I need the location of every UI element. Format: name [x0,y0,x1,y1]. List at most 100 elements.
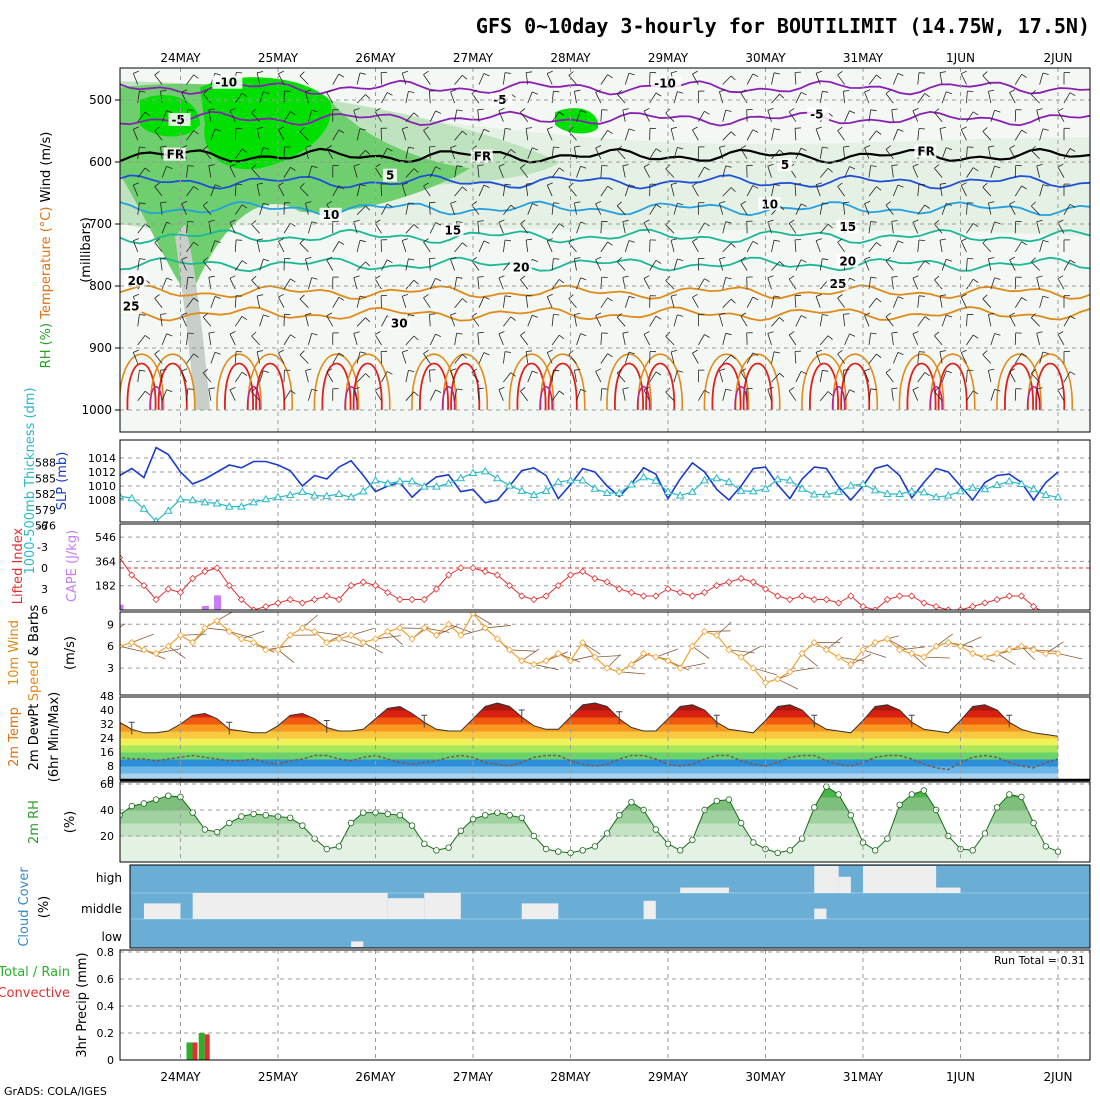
x-tick-label: 27MAY [453,1070,494,1084]
wind-barb [132,240,139,253]
wind-barb [374,390,382,401]
wind-barb [670,296,675,308]
wind-barb-flag [359,128,366,131]
wind-barb-flag [402,126,409,130]
surface-wind-barb [996,653,1016,666]
surface-wind-barb [826,636,843,651]
thickness-marker [120,492,124,500]
wind-barb-flag [510,316,516,321]
x-tick-label: 28MAY [550,51,591,65]
wind-barb [186,353,194,364]
wind-barb [966,314,968,327]
wind-barb-flag [257,182,264,185]
wind-barb [794,72,797,85]
wind-barb [186,277,189,290]
wind-barb [278,296,285,308]
wind-barb [939,295,943,308]
wind-barb-flag [311,333,318,336]
surface-wind-barb [704,630,731,632]
wind-barb [771,149,780,160]
wind-barb [722,243,732,253]
wind-barb [307,333,313,346]
wind-speed-marker [152,649,160,658]
wind-barb [478,73,485,85]
rh-marker [652,826,659,833]
upper-air-ylabel: RH (%) Temperature (°C) Wind (m/s) [39,132,54,369]
wind-barb [767,333,772,346]
wind-barb-flag [994,277,1001,280]
wind-barb [600,241,608,253]
precip-ylabel-part: 3hr Precip (mm) [75,952,90,1057]
wind-barb-flag [864,200,871,204]
wind-barb [229,222,236,234]
wind-barb [670,184,675,197]
wind-barb [305,91,309,104]
thickness-marker [895,489,904,497]
wind-barb [868,186,877,197]
wind-barb [161,333,167,346]
wind-barb-flag [193,297,199,302]
contour-label: 10 [323,208,340,222]
wind-barb [934,223,943,234]
rh-marker [542,845,550,853]
surface-wind-barb [302,614,318,629]
wind-barb [767,389,772,401]
lifted-index-marker [944,606,952,610]
wind-barb [181,91,187,104]
wind-barb [576,333,581,346]
rh-marker [981,830,989,837]
wind-barb-flag [1069,371,1076,376]
wind-barb-flag [462,242,468,247]
wind-barb [208,388,212,401]
wind-barb [1031,373,1040,383]
wind-barb-flag [532,314,538,318]
wind-barb [520,223,529,234]
wind-barb [864,259,870,271]
wind-barb-flag [305,145,312,148]
wind-barb-flag [477,108,484,111]
wind-barb-flag [767,331,774,334]
rh-marker [786,847,794,854]
wind-barb [891,332,894,345]
wind-barb-flag [139,202,146,205]
wind-barb [574,91,577,104]
wind-barb [966,111,974,122]
rh-marker [128,802,135,810]
x-tick-label: 2JUN [1044,51,1073,65]
wind-barb [622,109,626,122]
wind-barb-flag [924,316,930,321]
wind-barb-flag [934,331,940,337]
wind-barb-flag [616,257,622,262]
wind-barb [454,109,458,122]
wind-barb-flag [139,90,146,93]
slp-tick-label: 1008 [88,494,116,507]
wind-barb [454,354,463,364]
li-ylabel: Lifted Index [11,527,26,604]
wind-barb [939,72,943,85]
thickness-marker [237,502,246,510]
wind-barb-flag [740,89,747,94]
wind-barb-flag [263,370,270,373]
wind-barb-flag [208,220,215,222]
wind-barb [595,147,602,160]
wind-barb-flag [767,275,774,279]
wind-barb [502,239,506,252]
wind-barb-flag [251,331,257,337]
wind-barb-flag [193,241,199,247]
cape-ylabel: CAPE (J/kg) [65,530,80,602]
lifted-index-marker [371,581,380,590]
wind-barb-flag [450,312,457,316]
wind-barb [405,168,415,178]
wind-barb [574,370,577,383]
lifted-index-marker [871,606,879,610]
wind-barb [795,259,802,271]
thickness-marker [1029,484,1039,493]
wind-barb-flag [154,294,160,299]
wind-barb-flag [918,295,926,297]
wind-barb-flag [752,296,759,301]
wind-barb-flag [462,130,468,136]
cape-bar [80,527,87,610]
wind-barb [326,259,334,271]
wind-barb [574,258,577,271]
wind-barb-flag [526,350,533,352]
